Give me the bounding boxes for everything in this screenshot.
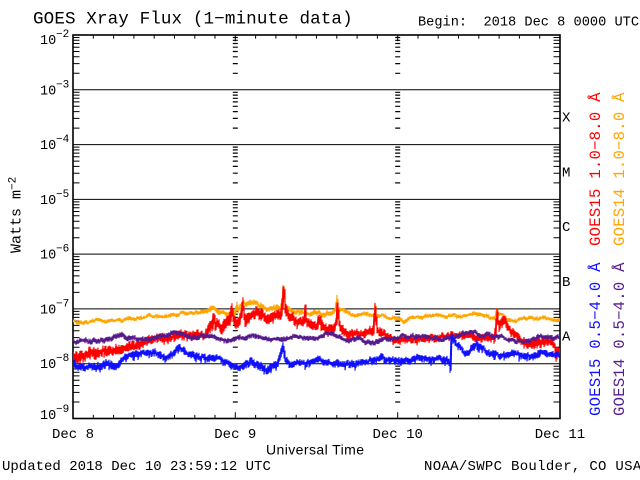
- svg-text:−3: −3: [56, 79, 69, 91]
- svg-text:B: B: [562, 275, 570, 291]
- svg-text:Watts m−2: Watts m−2: [8, 177, 26, 253]
- svg-text:−5: −5: [56, 189, 69, 201]
- svg-text:Dec 10: Dec 10: [372, 427, 422, 443]
- svg-text:M: M: [562, 165, 570, 181]
- svg-text:10: 10: [40, 194, 56, 209]
- svg-text:10: 10: [40, 303, 56, 318]
- svg-text:X: X: [562, 111, 571, 127]
- svg-text:−6: −6: [56, 244, 69, 256]
- svg-text:Dec 11: Dec 11: [535, 427, 585, 443]
- svg-text:10: 10: [40, 249, 56, 264]
- svg-text:Updated 2018 Dec 10 23:59:12 U: Updated 2018 Dec 10 23:59:12 UTC: [2, 459, 271, 475]
- svg-text:GOES15 0.5−4.0 Å: GOES15 0.5−4.0 Å: [587, 262, 605, 416]
- svg-text:GOES15 1.0−8.0 Å: GOES15 1.0−8.0 Å: [587, 92, 605, 246]
- svg-text:Universal Time: Universal Time: [266, 442, 364, 458]
- svg-text:A: A: [562, 330, 571, 346]
- svg-text:10: 10: [40, 358, 56, 373]
- svg-text:NOAA/SWPC Boulder, CO USA: NOAA/SWPC Boulder, CO USA: [424, 459, 640, 475]
- svg-text:10: 10: [40, 84, 56, 99]
- svg-text:Begin: 2018 Dec 8 0000 UTC: Begin: 2018 Dec 8 0000 UTC: [418, 16, 639, 31]
- svg-text:10: 10: [40, 34, 56, 49]
- svg-text:−8: −8: [56, 353, 69, 365]
- svg-text:GOES14 1.0−8.0 Å: GOES14 1.0−8.0 Å: [611, 92, 629, 246]
- svg-text:10: 10: [40, 409, 56, 424]
- svg-text:−2: −2: [56, 29, 69, 41]
- svg-text:−4: −4: [56, 134, 70, 146]
- svg-text:10: 10: [40, 139, 56, 154]
- svg-text:Dec 8: Dec 8: [52, 427, 94, 443]
- svg-text:GOES14 0.5−4.0 Å: GOES14 0.5−4.0 Å: [611, 262, 629, 416]
- svg-text:Dec 9: Dec 9: [214, 427, 256, 443]
- svg-text:−9: −9: [56, 404, 69, 416]
- svg-text:−7: −7: [56, 298, 69, 310]
- svg-text:C: C: [562, 220, 570, 236]
- svg-text:GOES Xray Flux (1−minute data): GOES Xray Flux (1−minute data): [33, 10, 353, 30]
